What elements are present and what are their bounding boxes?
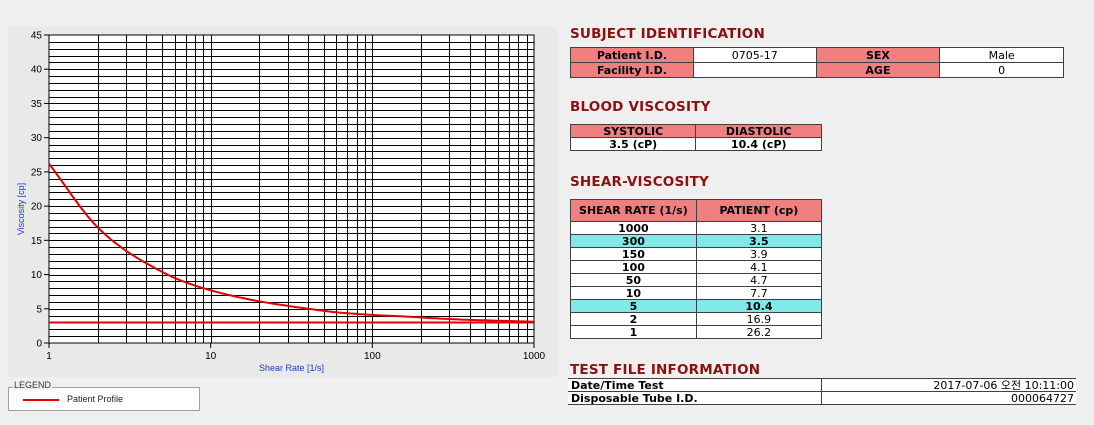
shear-rate-cell: 50	[570, 273, 697, 287]
diastolic-label: DIASTOLIC	[695, 124, 822, 138]
y-tick-label: 5	[36, 304, 42, 315]
y-tick-label: 30	[31, 133, 43, 144]
age-value: 0	[939, 62, 1064, 78]
x-tick-label: 100	[364, 351, 381, 362]
x-tick-label: 1000	[523, 351, 546, 362]
tube-id-label: Disposable Tube I.D.	[568, 391, 822, 405]
y-tick-label: 20	[31, 202, 43, 213]
testfile-table: Date/Time Test 2017-07-06 오전 10:11:00 Di…	[568, 378, 1076, 405]
date-time-label: Date/Time Test	[568, 378, 822, 392]
date-time-value: 2017-07-06 오전 10:11:00	[820, 378, 1076, 392]
y-tick-label: 35	[31, 99, 43, 110]
plot-area	[48, 34, 535, 344]
patient-cell: 3.5	[695, 234, 823, 248]
shear-rate-cell: 300	[570, 234, 697, 248]
blood-section-title: BLOOD VISCOSITY	[570, 99, 711, 115]
legend-label: Patient Profile	[67, 394, 124, 404]
series-line-patient-profile	[48, 163, 535, 323]
shear-rate-cell: 1000	[570, 221, 697, 235]
shear-table: SHEAR RATE (1/s) PATIENT (cp) 1000 3.1 30…	[570, 199, 823, 339]
chart-panel: 0 5 10 15 20 25 30 35 40 45 1 10 100 1000 Shear Rate […	[8, 27, 557, 377]
table-row: 2 16.9	[570, 312, 823, 326]
table-row: 5 10.4	[570, 299, 823, 313]
shear-rate-cell: 1	[570, 325, 697, 339]
patient-id-value: 0705-17	[692, 47, 817, 63]
y-tick-label: 25	[31, 167, 43, 178]
table-row: 300 3.5	[570, 234, 823, 248]
y-tick-label: 15	[31, 236, 43, 247]
patient-id-label: Patient I.D.	[570, 47, 694, 63]
y-tick-label: 0	[36, 339, 42, 350]
table-row: 150 3.9	[570, 247, 823, 261]
subject-section-title: SUBJECT IDENTIFICATION	[570, 26, 765, 42]
table-row: 10 7.7	[570, 286, 823, 300]
patient-cell: 16.9	[695, 312, 823, 326]
x-axis-label: Shear Rate [1/s]	[259, 363, 324, 373]
diastolic-value: 10.4 (cP)	[695, 137, 822, 151]
tube-id-value: 000064727	[820, 391, 1076, 405]
patient-cell: 4.1	[695, 260, 823, 274]
y-tick-label: 10	[31, 270, 43, 281]
table-row: 1 26.2	[570, 325, 823, 339]
shear-rate-header: SHEAR RATE (1/s)	[570, 199, 697, 222]
legend-line-icon	[23, 399, 59, 401]
systolic-value: 3.5 (cP)	[569, 137, 697, 151]
patient-cell: 4.7	[695, 273, 823, 287]
sex-value: Male	[939, 47, 1064, 63]
shear-rate-cell: 100	[570, 260, 697, 274]
table-row: 1000 3.1	[570, 221, 823, 235]
facility-id-value	[692, 62, 817, 78]
systolic-label: SYSTOLIC	[569, 124, 697, 138]
x-tick-label: 1	[46, 351, 52, 362]
y-tick-label: 45	[31, 31, 43, 42]
patient-cell: 7.7	[695, 286, 823, 300]
patient-cell: 26.2	[695, 325, 823, 339]
patient-cell: 3.9	[695, 247, 823, 261]
table-row: 100 4.1	[570, 260, 823, 274]
shear-section-title: SHEAR-VISCOSITY	[570, 174, 710, 190]
patient-cell: 3.1	[695, 221, 823, 235]
legend: LEGEND Patient Profile	[8, 380, 200, 411]
y-tick-label: 40	[31, 65, 43, 76]
age-label: AGE	[815, 62, 941, 78]
shear-rate-cell: 2	[570, 312, 697, 326]
testfile-section-title: TEST FILE INFORMATION	[570, 362, 761, 378]
shear-rate-cell: 5	[570, 299, 697, 313]
shear-rate-cell: 10	[570, 286, 697, 300]
sex-label: SEX	[815, 47, 941, 63]
y-axis-label: Viscosity [cp]	[16, 183, 26, 235]
subject-table: Patient I.D. 0705-17 SEX Male Facility I…	[570, 47, 1064, 78]
table-row: 50 4.7	[570, 273, 823, 287]
blood-table: SYSTOLIC DIASTOLIC 3.5 (cP) 10.4 (cP)	[569, 124, 822, 151]
shear-rate-cell: 150	[570, 247, 697, 261]
patient-header: PATIENT (cp)	[695, 199, 823, 222]
patient-cell: 10.4	[695, 299, 823, 313]
legend-title: LEGEND	[13, 380, 53, 390]
x-tick-label: 10	[205, 351, 217, 362]
facility-id-label: Facility I.D.	[570, 62, 694, 78]
viscosity-chart: 0 5 10 15 20 25 30 35 40 45 1 10 100 1000 Shear Rate […	[16, 31, 546, 374]
